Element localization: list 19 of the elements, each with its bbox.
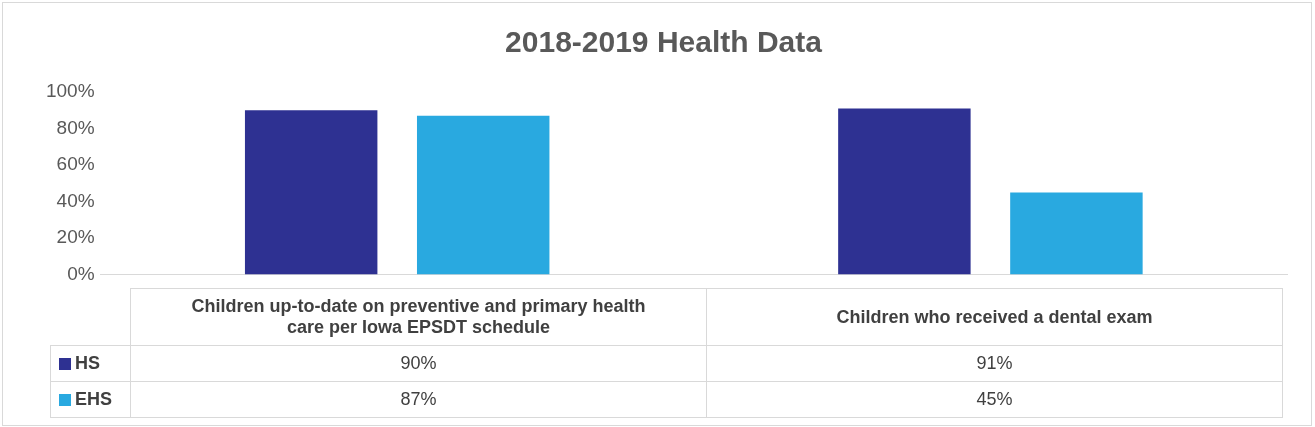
bar: [838, 108, 971, 275]
bar: [416, 115, 550, 275]
data-label: 45%: [706, 381, 1283, 418]
y-tick-label: 100%: [45, 80, 95, 102]
y-tick-label: 80%: [56, 116, 95, 138]
data-label: 91%: [706, 345, 1283, 382]
y-tick-label: 60%: [56, 153, 95, 175]
data-label: 87%: [130, 381, 707, 418]
bar: [1010, 192, 1143, 275]
y-tick-label: 0%: [67, 262, 95, 284]
y-tick-label: 20%: [56, 226, 95, 248]
legend-label: EHS: [50, 381, 131, 418]
bar: [244, 110, 378, 275]
chart-title: 2018-2019 Health Data: [505, 25, 823, 59]
data-label: 90%: [130, 345, 707, 382]
x-tick-label: Children who received a dental exam: [706, 288, 1283, 346]
x-tick-label: Children up-to-date on preventive and primary health care per Iowa EPSDT schedule: [130, 288, 707, 346]
y-tick-label: 40%: [56, 189, 95, 211]
legend-label: HS: [50, 345, 131, 382]
